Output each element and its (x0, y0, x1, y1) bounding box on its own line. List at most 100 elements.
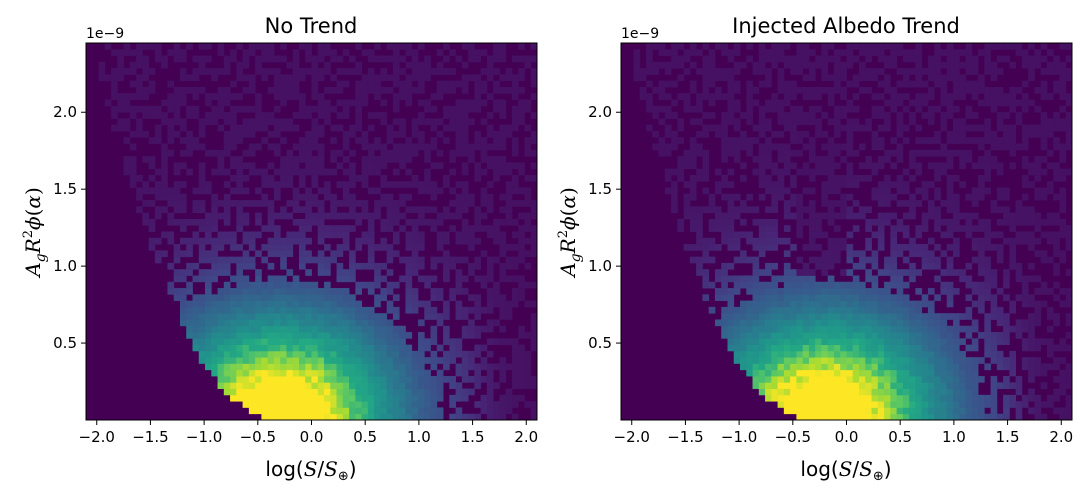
heatmap-cell (493, 49, 500, 56)
heatmap-cell (815, 55, 822, 63)
heatmap-cell (1059, 250, 1067, 258)
heatmap-cell (374, 313, 381, 320)
heatmap-cell (815, 262, 822, 270)
heatmap-cell (211, 332, 218, 339)
heatmap-cell (802, 143, 810, 151)
heatmap-cell (909, 357, 916, 364)
heatmap-cell (896, 156, 904, 163)
heatmap-cell (833, 306, 841, 314)
heatmap-cell (971, 357, 979, 364)
heatmap-cell (1021, 344, 1029, 352)
heatmap-cell (399, 394, 406, 402)
heatmap-cell (361, 86, 369, 94)
heatmap-cell (658, 93, 666, 100)
heatmap-cell (317, 143, 325, 151)
heatmap-cell (921, 407, 929, 415)
heatmap-cell (486, 413, 494, 421)
heatmap-cell (317, 350, 325, 358)
heatmap-cell (443, 112, 450, 119)
heatmap-cell (921, 363, 929, 371)
heatmap-cell (696, 256, 703, 264)
heatmap-cell (292, 325, 300, 333)
heatmap-cell (859, 394, 866, 402)
heatmap-cell (273, 181, 281, 188)
heatmap-cell (493, 338, 500, 345)
heatmap-cell (777, 325, 785, 333)
heatmap-cell (1028, 294, 1035, 302)
heatmap-cell (865, 124, 872, 132)
heatmap-cell (468, 156, 475, 163)
heatmap-cell (821, 413, 829, 421)
heatmap-cell (890, 275, 898, 283)
heatmap-cell (311, 344, 319, 352)
heatmap-cell (846, 394, 854, 402)
heatmap-cell (840, 49, 847, 56)
heatmap-cell (946, 313, 954, 320)
heatmap-cell (386, 369, 394, 377)
heatmap-cell (349, 99, 356, 107)
heatmap-cell (286, 306, 294, 314)
heatmap-cell (474, 401, 482, 408)
heatmap-cell (965, 61, 973, 69)
heatmap-cell (1009, 357, 1017, 364)
heatmap-cell (865, 68, 872, 75)
heatmap-cell (990, 200, 998, 207)
heatmap-cell (286, 269, 294, 276)
heatmap-cell (771, 162, 778, 170)
heatmap-cell (411, 68, 419, 75)
heatmap-cell (436, 61, 444, 69)
heatmap-cell (261, 55, 269, 63)
heatmap-cell (765, 269, 772, 276)
heatmap-cell (827, 319, 835, 327)
heatmap-cell (808, 388, 816, 396)
heatmap-cell (267, 237, 275, 245)
heatmap-cell (317, 294, 325, 302)
heatmap-cell (1034, 218, 1042, 226)
heatmap-cell (173, 193, 181, 201)
heatmap-cell (821, 86, 829, 94)
heatmap-cell (236, 244, 243, 251)
heatmap-cell (417, 319, 425, 327)
heatmap-cell (1065, 231, 1073, 239)
heatmap-cell (530, 112, 538, 119)
heatmap-cell (884, 288, 891, 295)
heatmap-cell (261, 256, 269, 264)
heatmap-cell (205, 363, 212, 371)
heatmap-cell (148, 86, 156, 94)
heatmap-cell (261, 413, 269, 421)
heatmap-cell (179, 181, 187, 188)
heatmap-cell (802, 262, 810, 270)
heatmap-cell (248, 300, 256, 308)
heatmap-cell (505, 187, 513, 195)
heatmap-cell (179, 313, 187, 320)
heatmap-cell (292, 394, 300, 402)
heatmap-cell (796, 137, 804, 144)
heatmap-cell (852, 174, 860, 182)
heatmap-cell (298, 394, 306, 402)
heatmap-cell (721, 124, 728, 132)
heatmap-cell (827, 288, 835, 295)
heatmap-cell (721, 43, 728, 50)
heatmap-cell (405, 74, 413, 82)
heatmap-cell (298, 225, 306, 232)
heatmap-cell (833, 332, 841, 339)
heatmap-cell (255, 168, 262, 176)
heatmap-cell (996, 288, 1004, 295)
heatmap-cell (280, 93, 287, 100)
heatmap-cell (990, 281, 998, 289)
heatmap-cell (996, 193, 1004, 201)
heatmap-cell (330, 388, 337, 396)
heatmap-cell (909, 275, 916, 283)
heatmap-cell (840, 288, 847, 295)
heatmap-cell (298, 168, 306, 176)
heatmap-cell (511, 382, 519, 389)
heatmap-cell (890, 344, 898, 352)
heatmap-cell (430, 256, 438, 264)
heatmap-cell (1009, 262, 1017, 270)
heatmap-cell (990, 206, 998, 214)
heatmap-cell (758, 269, 766, 276)
heatmap-cell (161, 156, 168, 163)
heatmap-cell (990, 388, 998, 396)
heatmap-cell (267, 376, 275, 383)
heatmap-cell (242, 55, 250, 63)
